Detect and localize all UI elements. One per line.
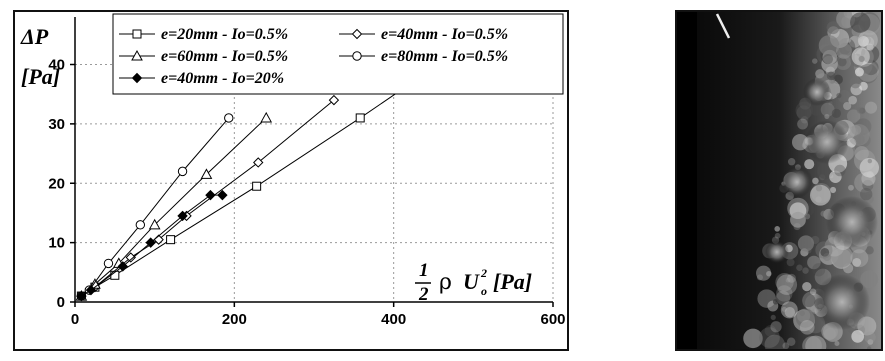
- legend-entry: e=60mm - Io=0.5%: [119, 48, 288, 65]
- data-point: [76, 290, 87, 302]
- x-label-velocity: U: [463, 269, 480, 294]
- legend: e=20mm - Io=0.5% e=40mm - Io=0.5% e=60mm -…: [119, 26, 508, 87]
- legend-box: [112, 13, 564, 95]
- legend-entry: e=40mm - Io=0.5%: [339, 26, 508, 43]
- data-point: [328, 94, 340, 106]
- data-point: [260, 111, 273, 123]
- data-point: [205, 189, 216, 201]
- data-point: [177, 210, 188, 222]
- data-point: [200, 168, 213, 179]
- legend-entry: e=40mm - Io=20%: [119, 70, 284, 87]
- data-point: [166, 235, 176, 245]
- x-label-rho: ρ: [439, 270, 452, 295]
- data-point: [252, 181, 262, 191]
- data-point: [253, 157, 264, 168]
- legend-label: e=40mm - Io=0.5%: [381, 26, 508, 43]
- flow-photo-panel: [675, 10, 883, 351]
- data-point: [145, 237, 156, 248]
- legend-label: e=40mm - Io=20%: [161, 70, 284, 87]
- legend-entry: e=80mm - Io=0.5%: [339, 48, 508, 65]
- data-point: [148, 218, 161, 230]
- data-point: [125, 252, 136, 263]
- data-point: [217, 189, 228, 201]
- flow-visualization-image: [677, 12, 881, 349]
- series-4: [76, 113, 234, 301]
- x-label-subscript: o: [481, 284, 487, 298]
- chart-panel: 0 200 400 600 0 10 20 30 40 e=20mm - Io=0.5% e=40…: [13, 10, 569, 351]
- data-point: [103, 258, 114, 269]
- series-5: [76, 189, 228, 302]
- series-2: [76, 94, 340, 302]
- y-tick-label: 30: [48, 116, 65, 133]
- legend-marker: [131, 72, 143, 84]
- data-point: [85, 284, 97, 296]
- x-tick-label: 0: [71, 311, 79, 328]
- smoke-texture: [743, 12, 881, 349]
- x-tick-label: 200: [222, 311, 247, 328]
- legend-marker: [351, 28, 363, 40]
- series-line: [81, 117, 267, 297]
- legend-label: e=60mm - Io=0.5%: [161, 48, 288, 65]
- x-label-fraction-numerator: 1: [419, 260, 429, 281]
- x-tick-label: 400: [381, 311, 406, 328]
- y-tick-label: 10: [48, 235, 65, 252]
- data-point: [117, 261, 129, 272]
- y-tick-label: 20: [48, 175, 65, 192]
- legend-marker: [131, 49, 143, 61]
- legend-entry: e=20mm - Io=0.5%: [119, 26, 288, 43]
- pressure-drop-chart: 0 200 400 600 0 10 20 30 40 e=20mm - Io=0.5% e=40…: [20, 13, 566, 328]
- data-point: [177, 166, 188, 177]
- series-line: [81, 117, 230, 297]
- y-axis-label-unit: [Pa]: [21, 64, 60, 89]
- axes: 0 200 400 600 0 10 20 30 40: [48, 17, 566, 328]
- legend-marker: [352, 51, 362, 61]
- data-point: [135, 220, 146, 230]
- x-axis-label: 1 2 ρ U o 2 [Pa]: [415, 260, 532, 305]
- y-tick-label: 0: [57, 294, 65, 311]
- y-axis-label-top: ΔP: [20, 24, 49, 49]
- legend-marker: [132, 29, 142, 39]
- series-3: [75, 111, 273, 301]
- x-tick-label: 600: [540, 311, 565, 328]
- x-label-superscript: 2: [480, 266, 487, 280]
- data-point: [224, 113, 234, 123]
- legend-label: e=80mm - Io=0.5%: [381, 48, 508, 65]
- data-point: [355, 113, 365, 123]
- x-label-fraction-denominator: 2: [418, 284, 429, 305]
- series-layer: [75, 36, 478, 302]
- x-label-unit: [Pa]: [493, 269, 532, 294]
- legend-label: e=20mm - Io=0.5%: [161, 26, 288, 43]
- y-tick-label: 40: [48, 57, 65, 74]
